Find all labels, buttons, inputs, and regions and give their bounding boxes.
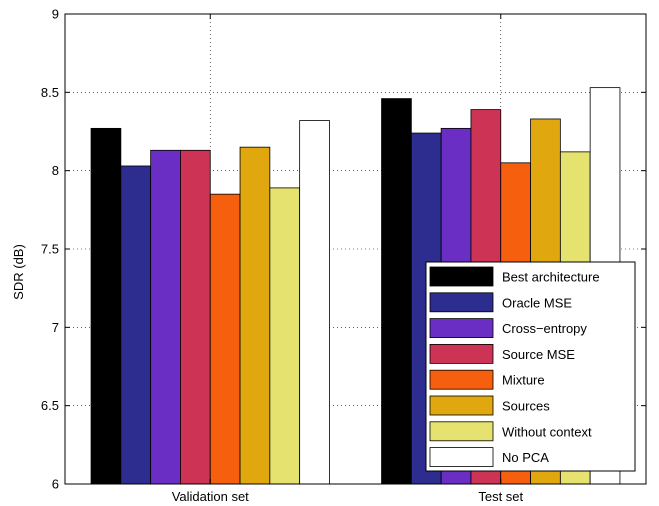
legend-label: Mixture	[502, 373, 545, 388]
y-axis-label: SDR (dB)	[11, 244, 26, 300]
x-tick-label: Validation set	[172, 489, 249, 504]
legend-swatch	[429, 447, 494, 468]
y-tick-label: 8.5	[41, 85, 59, 100]
legend: Best architecture Oracle MSE Cross−entropy…	[425, 261, 636, 472]
bar	[209, 193, 241, 485]
bar	[299, 120, 330, 485]
legend-label: Cross−entropy	[502, 321, 587, 336]
legend-label: Without context	[502, 424, 592, 439]
legend-label: Sources	[502, 399, 550, 414]
legend-swatch	[429, 318, 494, 339]
bar	[269, 187, 301, 485]
legend-swatch	[429, 266, 494, 287]
legend-swatch	[429, 421, 494, 442]
x-tick-labels: Validation set Test set	[172, 489, 524, 504]
bar	[150, 149, 181, 485]
y-tick-label: 9	[52, 7, 59, 22]
bar	[381, 98, 412, 485]
bar	[239, 146, 271, 485]
y-tick-label: 6.5	[41, 398, 59, 413]
bar	[90, 127, 122, 485]
y-tick-label: 7.5	[41, 242, 59, 257]
legend-swatch	[429, 343, 494, 364]
legend-label: Source MSE	[502, 347, 575, 362]
legend-swatch	[429, 369, 494, 390]
legend-swatch	[429, 395, 494, 416]
bar	[180, 149, 211, 485]
y-tick-label: 7	[52, 320, 59, 335]
legend-label: Oracle MSE	[502, 295, 572, 310]
y-tick-label: 8	[52, 163, 59, 178]
axis-ticks	[65, 13, 646, 485]
x-tick-label: Test set	[478, 489, 523, 504]
y-tick-label: 6	[52, 477, 59, 492]
y-tick-labels: 6 6.5 7 7.5 8 8.5 9	[41, 7, 59, 492]
bar	[120, 165, 152, 485]
legend-swatch	[429, 292, 494, 313]
legend-label: No PCA	[502, 450, 549, 465]
legend-label: Best architecture	[502, 270, 600, 285]
